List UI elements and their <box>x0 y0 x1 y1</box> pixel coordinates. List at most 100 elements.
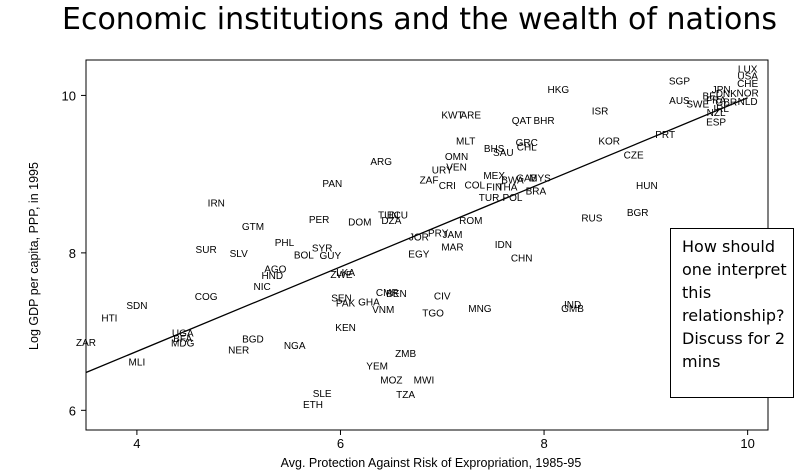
chart-axes: 4 6 8 10 6 8 10 <box>62 59 769 451</box>
country-point-jam: JAM <box>442 230 462 241</box>
country-point-bhs: BHS <box>484 144 505 155</box>
discussion-note-box: How should one interpret this relationship?… <box>670 228 794 398</box>
country-point-usa: USA <box>737 72 758 83</box>
country-point-cog: COG <box>195 292 218 303</box>
country-point-cmr: CMR <box>376 288 399 299</box>
country-point-mys: MYS <box>529 173 551 184</box>
country-point-cri: CRI <box>439 181 456 192</box>
x-tick-label: 8 <box>540 436 547 451</box>
country-point-sdn: SDN <box>126 301 147 312</box>
country-point-sur: SUR <box>196 245 217 256</box>
country-point-isr: ISR <box>592 106 609 117</box>
country-point-phl: PHL <box>275 238 295 249</box>
country-point-uga: UGA <box>172 328 194 339</box>
country-point-mwi: MWI <box>414 376 435 387</box>
country-point-ecu: ECU <box>387 210 408 221</box>
country-point-gtm: GTM <box>242 222 264 233</box>
country-point-ken: KEN <box>335 323 356 334</box>
note-line: this <box>682 283 712 302</box>
country-point-pol: POL <box>502 193 522 204</box>
country-point-ven: VEN <box>446 162 467 173</box>
country-point-bol: BOL <box>294 250 314 261</box>
country-point-moz: MOZ <box>380 376 402 387</box>
country-point-nic: NIC <box>253 282 270 293</box>
country-point-chn: CHN <box>511 254 533 265</box>
country-point-syr: SYR <box>312 243 333 254</box>
x-axis-label: Avg. Protection Against Risk of Expropri… <box>281 456 582 470</box>
country-point-bwa: BWA <box>501 176 524 187</box>
x-tick-label: 6 <box>337 436 344 451</box>
country-point-nga: NGA <box>284 341 306 352</box>
country-point-rom: ROM <box>459 216 482 227</box>
country-point-arg: ARG <box>370 157 392 168</box>
country-point-are: ARE <box>460 110 481 121</box>
country-point-mex: MEX <box>483 171 505 182</box>
country-point-gab: GAB <box>516 173 537 184</box>
country-point-zmb: ZMB <box>395 349 416 360</box>
country-point-lka: LKA <box>336 268 355 279</box>
country-point-tun: TUN <box>378 210 399 221</box>
country-point-hkg: HKG <box>547 85 569 96</box>
country-point-egy: EGY <box>408 250 429 261</box>
plot-area <box>85 59 769 431</box>
note-line: relationship? <box>682 306 785 325</box>
country-point-tur: TUR <box>479 193 500 204</box>
note-line: one interpret <box>682 260 787 279</box>
country-point-tza: TZA <box>396 390 415 401</box>
country-point-irl: IRL <box>713 104 729 115</box>
country-point-pak: PAK <box>336 298 356 309</box>
country-point-slv: SLV <box>230 249 248 260</box>
country-point-mar: MAR <box>441 243 463 254</box>
note-line: Discuss for 2 <box>682 329 786 348</box>
x-tick-label: 10 <box>740 436 754 451</box>
country-point-hnd: HND <box>261 271 283 282</box>
country-point-mli: MLI <box>129 358 146 369</box>
country-point-mlt: MLT <box>456 136 475 147</box>
country-point-dnk: DNK <box>716 89 737 100</box>
country-point-yem: YEM <box>366 361 388 372</box>
country-point-hun: HUN <box>636 181 658 192</box>
country-point-civ: CIV <box>434 291 451 302</box>
country-point-bhr: BHR <box>533 116 554 127</box>
country-point-omn: OMN <box>445 152 468 163</box>
country-point-fin: FIN <box>486 183 502 194</box>
country-point-nld: NLD <box>738 97 758 108</box>
country-point-bra: BRA <box>526 187 547 198</box>
country-point-grc: GRC <box>516 138 538 149</box>
country-point-per: PER <box>309 215 330 226</box>
country-point-sgp: SGP <box>669 76 690 87</box>
country-point-jor: JOR <box>409 232 429 243</box>
country-point-gmb: GMB <box>561 304 584 315</box>
country-point-tha: THA <box>497 183 517 194</box>
country-point-idn: IDN <box>495 240 512 251</box>
country-point-bgd: BGD <box>242 335 264 346</box>
country-point-bgr: BGR <box>627 208 649 219</box>
country-point-kwt: KWT <box>441 110 463 121</box>
country-point-qat: QAT <box>512 116 532 127</box>
country-point-dza: DZA <box>381 216 401 227</box>
country-point-ner: NER <box>228 346 249 357</box>
country-point-mdg: MDG <box>171 339 195 350</box>
x-tick-label: 4 <box>133 436 140 451</box>
country-point-eth: ETH <box>303 400 323 411</box>
note-line: How should <box>682 237 775 256</box>
country-point-ago: AGO <box>264 265 286 276</box>
country-point-swe: SWE <box>686 99 709 110</box>
y-tick-label: 10 <box>62 88 76 103</box>
country-point-zaf: ZAF <box>420 176 439 187</box>
country-point-nzl: NZL <box>707 108 726 119</box>
country-point-gbr: GBR <box>715 98 737 109</box>
country-point-che: CHE <box>737 79 758 90</box>
country-point-vnm: VNM <box>372 305 394 316</box>
country-point-aus: AUS <box>669 96 690 107</box>
country-point-guy: GUY <box>319 251 341 262</box>
country-point-zar: ZAR <box>76 338 96 349</box>
country-point-sen: SEN <box>331 294 352 305</box>
country-point-prt: PRT <box>655 130 675 141</box>
country-point-kor: KOR <box>598 136 620 147</box>
country-point-jpn: JPN <box>712 85 731 96</box>
country-point-hti: HTI <box>101 313 117 324</box>
country-point-mng: MNG <box>468 304 492 315</box>
